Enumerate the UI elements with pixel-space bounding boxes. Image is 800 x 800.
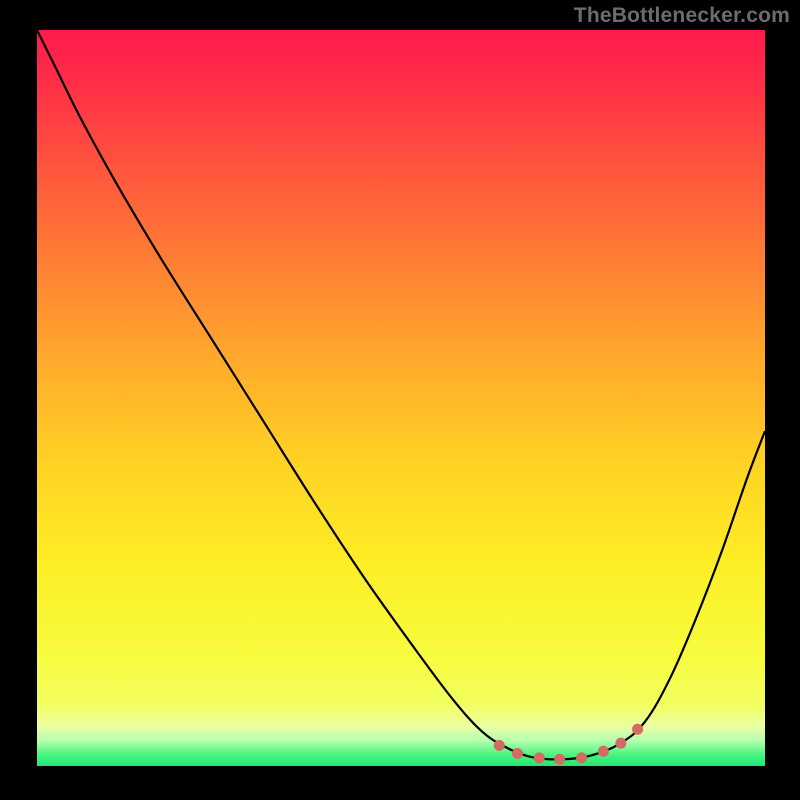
data-dot [598,746,609,757]
data-dot [494,740,505,751]
data-dot [534,752,545,763]
bottleneck-chart [0,0,800,800]
gradient-background [37,30,765,766]
data-dot [512,748,523,759]
data-dot [632,724,643,735]
data-dot [554,754,565,765]
data-dot [576,752,587,763]
data-dot [615,738,626,749]
watermark-text: TheBottlenecker.com [574,4,790,28]
